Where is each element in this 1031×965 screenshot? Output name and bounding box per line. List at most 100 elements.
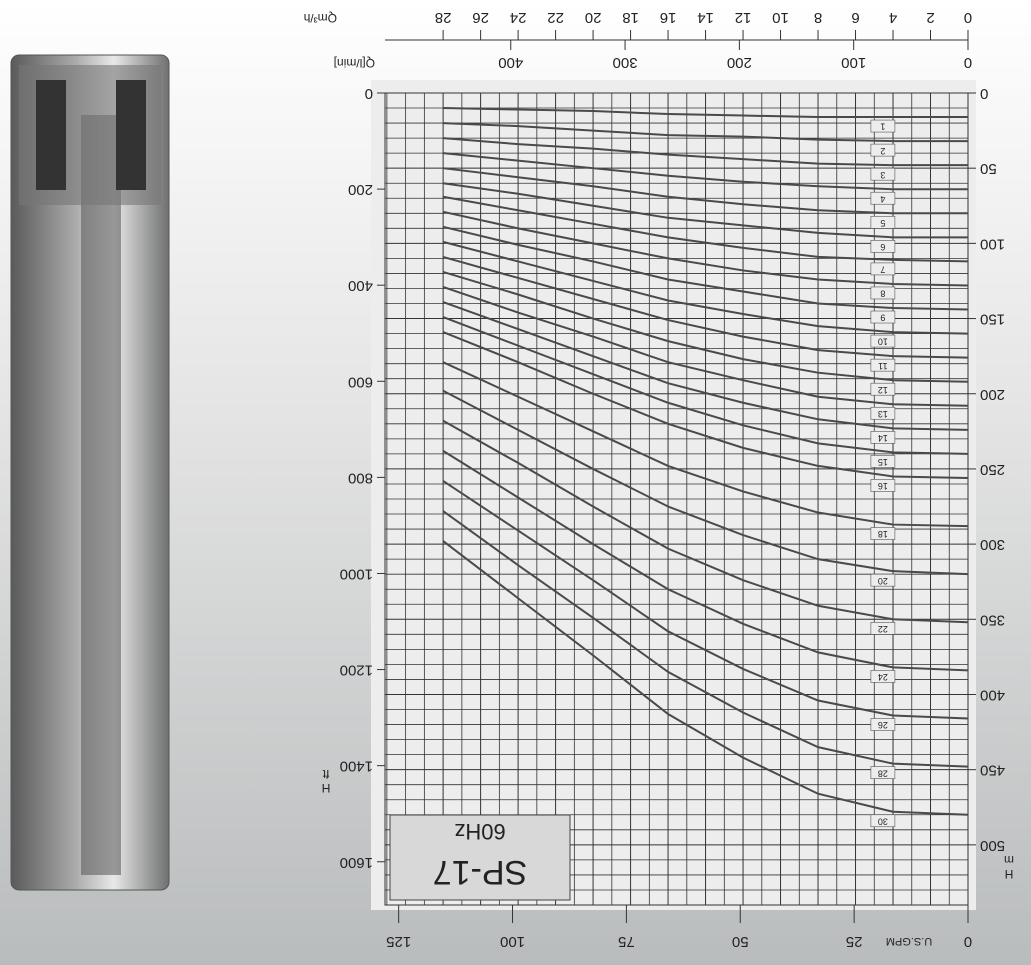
curve-label: 4 bbox=[880, 194, 885, 204]
x3-tick-label: 125 bbox=[386, 933, 411, 950]
curve-label-box bbox=[870, 262, 896, 276]
pump-curve bbox=[443, 122, 968, 143]
x3-axis-title: U.S.GPM bbox=[886, 935, 932, 947]
pump-curve bbox=[443, 137, 968, 167]
plot-frame bbox=[384, 92, 969, 906]
pump-curve bbox=[442, 210, 969, 287]
y-axis-title: H bbox=[1005, 867, 1014, 881]
x3-tick-label: 100 bbox=[500, 933, 525, 950]
pump-curve bbox=[442, 240, 969, 335]
curve-label-box bbox=[870, 479, 896, 492]
x3-tick-label: 75 bbox=[618, 933, 635, 950]
curve-label-box bbox=[870, 119, 896, 133]
curve-label: 28 bbox=[878, 768, 888, 778]
curve-label-box bbox=[870, 814, 896, 828]
x-tick-label: 4 bbox=[889, 9, 897, 26]
curve-label-box bbox=[870, 240, 896, 253]
y-tick-label: 100 bbox=[980, 235, 1005, 252]
pump-curve bbox=[442, 510, 969, 768]
x-axis-title: Qm³/h bbox=[304, 11, 337, 25]
y2-tick-label: 1000 bbox=[340, 566, 373, 583]
x-tick-label: 2 bbox=[926, 9, 934, 26]
y2-tick-label: 1200 bbox=[340, 662, 373, 679]
pump-illustration bbox=[10, 54, 170, 891]
curve-label-box bbox=[870, 718, 896, 731]
y-tick-label: 300 bbox=[980, 536, 1005, 553]
x-tick-label: 28 bbox=[435, 9, 452, 26]
x2-tick-label: 400 bbox=[498, 54, 523, 71]
curve-label: 9 bbox=[880, 313, 885, 323]
curve-label: 2 bbox=[880, 146, 885, 156]
x2-tick-label: 200 bbox=[727, 54, 752, 71]
x2-tick-label: 300 bbox=[613, 54, 638, 71]
curve-label: 7 bbox=[880, 265, 885, 275]
pump-curve bbox=[442, 361, 969, 528]
y2-tick-label: 400 bbox=[348, 277, 373, 294]
pump-curve bbox=[442, 255, 969, 359]
y-tick-label: 150 bbox=[980, 311, 1005, 328]
y-tick-label: 0 bbox=[980, 85, 988, 102]
y2-tick-label: 0 bbox=[365, 85, 373, 102]
curve-label: 20 bbox=[878, 576, 888, 586]
x3-tick-label: 50 bbox=[732, 933, 749, 950]
curve-label: 11 bbox=[878, 361, 887, 371]
chart-title: SP-17 bbox=[433, 853, 528, 891]
curve-label-box bbox=[870, 191, 896, 205]
pump-curve bbox=[442, 316, 969, 455]
pump-intake-slot bbox=[116, 80, 146, 190]
y2-tick-label: 800 bbox=[348, 469, 373, 486]
title-box bbox=[389, 814, 571, 901]
chart-subtitle: 60Hz bbox=[454, 819, 505, 844]
x-tick-label: 12 bbox=[735, 9, 752, 26]
curve-label: 8 bbox=[880, 289, 885, 299]
x-tick-label: 6 bbox=[851, 9, 859, 26]
x-tick-label: 18 bbox=[622, 9, 639, 26]
x2-tick-label: 100 bbox=[841, 54, 866, 71]
pump-curve bbox=[442, 480, 969, 720]
x-tick-label: 24 bbox=[510, 9, 527, 26]
curve-label-box bbox=[870, 358, 896, 372]
curve-label: 6 bbox=[880, 242, 885, 252]
y-tick-label: 400 bbox=[980, 687, 1005, 704]
curve-label-box bbox=[870, 621, 896, 635]
curve-label: 22 bbox=[878, 624, 888, 634]
curve-label-box bbox=[870, 431, 896, 444]
pump-curve bbox=[442, 540, 969, 816]
curve-label: 14 bbox=[878, 433, 888, 443]
pump-curve bbox=[442, 301, 969, 431]
x-tick-label: 26 bbox=[472, 9, 489, 26]
pump-curve bbox=[442, 167, 968, 215]
curve-label: 12 bbox=[878, 385, 888, 395]
x3-tick-label: 25 bbox=[846, 933, 863, 950]
pump-curve bbox=[442, 225, 969, 311]
pump-curve bbox=[442, 286, 969, 407]
curve-label-box bbox=[870, 310, 896, 324]
pump-curve bbox=[442, 389, 969, 576]
pump-curve bbox=[442, 419, 969, 624]
curve-label-box bbox=[870, 455, 896, 468]
y2-tick-label: 1400 bbox=[340, 758, 373, 775]
y-tick-label: 350 bbox=[980, 611, 1005, 628]
curve-label-box bbox=[870, 766, 896, 779]
curve-label: 3 bbox=[880, 170, 885, 180]
pump-curve bbox=[443, 107, 968, 119]
x3-tick-label: 0 bbox=[964, 933, 972, 950]
x-tick-label: 20 bbox=[585, 9, 602, 26]
pump-curve bbox=[442, 195, 969, 263]
pump-curve bbox=[443, 152, 968, 191]
curve-label-box bbox=[870, 143, 896, 157]
curve-label: 13 bbox=[878, 409, 888, 419]
curve-label-box bbox=[870, 527, 896, 540]
y2-tick-label: 200 bbox=[348, 181, 373, 198]
pump-curve bbox=[442, 450, 969, 672]
y2-axis-title: H bbox=[322, 781, 331, 795]
x-tick-label: 16 bbox=[660, 9, 677, 26]
curve-label: 26 bbox=[878, 720, 888, 730]
curve-label: 24 bbox=[878, 672, 888, 682]
pump-curve bbox=[442, 182, 968, 239]
x2-axis-title: Q[l/min] bbox=[334, 56, 375, 70]
x-tick-label: 10 bbox=[772, 9, 789, 26]
pump-intake-slot bbox=[36, 80, 66, 190]
